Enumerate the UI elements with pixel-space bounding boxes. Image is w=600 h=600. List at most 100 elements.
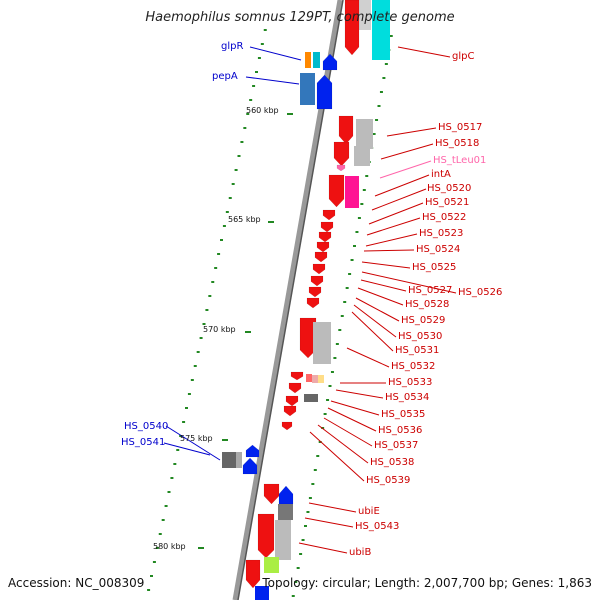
gene-arrow-HS_0543 — [257, 513, 275, 559]
gene-label-HS_0533[interactable]: HS_0533 — [388, 377, 433, 388]
leader-line — [304, 517, 354, 528]
leader-line — [308, 502, 357, 513]
leader-line — [380, 143, 434, 160]
gene-label-HS_0522[interactable]: HS_0522 — [422, 212, 467, 223]
gene-arrow-ubiE — [263, 483, 280, 505]
gene-label-HS_0520[interactable]: HS_0520 — [427, 183, 472, 194]
gene-box — [255, 586, 269, 600]
gene-arrow-small — [308, 286, 322, 298]
leader-line — [327, 407, 377, 432]
ruler-label-565: 565 kbp — [228, 215, 261, 224]
leader-line — [371, 188, 427, 211]
gene-label-HS_0523[interactable]: HS_0523 — [419, 228, 464, 239]
leader-line — [361, 261, 411, 269]
leader-line — [386, 127, 437, 137]
gene-arrow-HS_0533 — [290, 371, 304, 381]
gene-label-HS_0524[interactable]: HS_0524 — [416, 244, 461, 255]
leader-line — [355, 297, 400, 322]
gene-arrow-small — [322, 209, 336, 221]
leader-line — [317, 424, 369, 464]
leader-line — [298, 542, 348, 554]
gene-label-HS_0534[interactable]: HS_0534 — [385, 392, 430, 403]
leader-line — [365, 233, 418, 247]
gene-label-HS_0530[interactable]: HS_0530 — [398, 331, 443, 342]
gene-arrow-glpC — [344, 0, 360, 56]
gene-label-glpR[interactable]: glpR — [221, 41, 244, 52]
gene-label-pepA[interactable]: pepA — [212, 71, 238, 82]
gene-box-glpC — [372, 0, 390, 60]
gene-arrow-HS_tLeu01 — [336, 164, 346, 172]
gene-label-HS_0517[interactable]: HS_0517 — [438, 122, 483, 133]
gene-arrow-HS_0541 — [242, 457, 258, 475]
leader-line — [351, 311, 394, 352]
ruler-label-560: 560 kbp — [246, 106, 279, 115]
gene-box-HS_0532 — [313, 322, 331, 364]
leader-line — [335, 389, 384, 399]
gene-arrow-HS_0537 — [283, 405, 297, 417]
ruler-label-570: 570 kbp — [203, 325, 236, 334]
gene-label-HS_0536[interactable]: HS_0536 — [378, 425, 423, 436]
gene-label-glpC[interactable]: glpC — [452, 51, 475, 62]
gene-label-HS_0535[interactable]: HS_0535 — [381, 409, 426, 420]
gene-box-pepA — [300, 73, 315, 105]
gene-box-HS_0540 — [222, 452, 236, 468]
leader-line — [249, 46, 302, 61]
gene-label-intA[interactable]: intA — [431, 169, 451, 180]
gene-label-HS_tLeu01[interactable]: HS_tLeu01 — [433, 155, 487, 166]
gene-label-HS_0538[interactable]: HS_0538 — [370, 457, 415, 468]
gene-arrow-small — [316, 241, 330, 253]
gene-label-HS_0521[interactable]: HS_0521 — [425, 197, 470, 208]
gene-arrow-intA — [328, 174, 345, 208]
gene-box-glpR — [305, 52, 311, 68]
leader-line — [309, 431, 365, 482]
gene-label-HS_0539[interactable]: HS_0539 — [366, 475, 411, 486]
gene-arrow-HS_0536 — [285, 395, 299, 407]
gene-box-intA — [345, 176, 359, 208]
gene-label-HS_0537[interactable]: HS_0537 — [374, 440, 419, 451]
leader-line — [353, 304, 397, 338]
gene-arrow-HS_0540 — [245, 444, 260, 458]
gene-arrow-small — [320, 221, 334, 233]
leader-line — [368, 202, 424, 225]
gene-arrow-small — [310, 275, 324, 287]
gene-label-HS_0518[interactable]: HS_0518 — [435, 138, 480, 149]
gene-label-HS_0528[interactable]: HS_0528 — [405, 299, 450, 310]
leader-line — [165, 425, 221, 461]
leader-line — [397, 46, 451, 58]
gene-label-HS_0526[interactable]: HS_0526 — [458, 287, 503, 298]
gene-arrow-ubiE — [278, 485, 294, 505]
leader-line — [163, 442, 211, 456]
leader-line — [379, 160, 432, 179]
gene-label-HS_0541[interactable]: HS_0541 — [121, 437, 166, 448]
topology-text: Topology: circular; Length: 2,007,700 bp… — [262, 576, 592, 590]
leader-line — [366, 217, 421, 236]
gene-label-ubiE[interactable]: ubiE — [358, 506, 380, 517]
gene-box-ubiB — [264, 557, 279, 573]
gene-arrow-HS_0539 — [281, 421, 293, 431]
gene-box — [312, 375, 318, 383]
gene-box-glpR — [313, 52, 320, 68]
leader-line — [346, 347, 390, 368]
gene-arrow-small — [312, 263, 326, 275]
gene-label-HS_0527[interactable]: HS_0527 — [408, 285, 453, 296]
gene-label-HS_0531[interactable]: HS_0531 — [395, 345, 440, 356]
gene-label-HS_0525[interactable]: HS_0525 — [412, 262, 457, 273]
gene-arrow-HS_0518 — [333, 141, 350, 167]
gene-arrow-ubiB — [245, 559, 261, 589]
gene-label-HS_0529[interactable]: HS_0529 — [401, 315, 446, 326]
gene-arrow-pepA — [316, 74, 333, 110]
gene-arrow-HS_0532 — [299, 317, 317, 359]
gene-label-HS_0532[interactable]: HS_0532 — [391, 361, 436, 372]
gene-box-HS_0518 — [354, 146, 370, 166]
gene-box-ubiB — [275, 520, 291, 560]
leader-line — [360, 279, 407, 292]
leader-line — [363, 249, 415, 252]
gene-box — [306, 374, 312, 382]
map-title: Haemophilus somnus 129PT, complete genom… — [145, 10, 455, 25]
accession-text: Accession: NC_008309 — [8, 576, 145, 590]
gene-box-HS_0543 — [278, 504, 293, 520]
gene-label-ubiB[interactable]: ubiB — [349, 547, 372, 558]
gene-label-HS_0540[interactable]: HS_0540 — [124, 421, 169, 432]
gene-label-HS_0543[interactable]: HS_0543 — [355, 521, 400, 532]
